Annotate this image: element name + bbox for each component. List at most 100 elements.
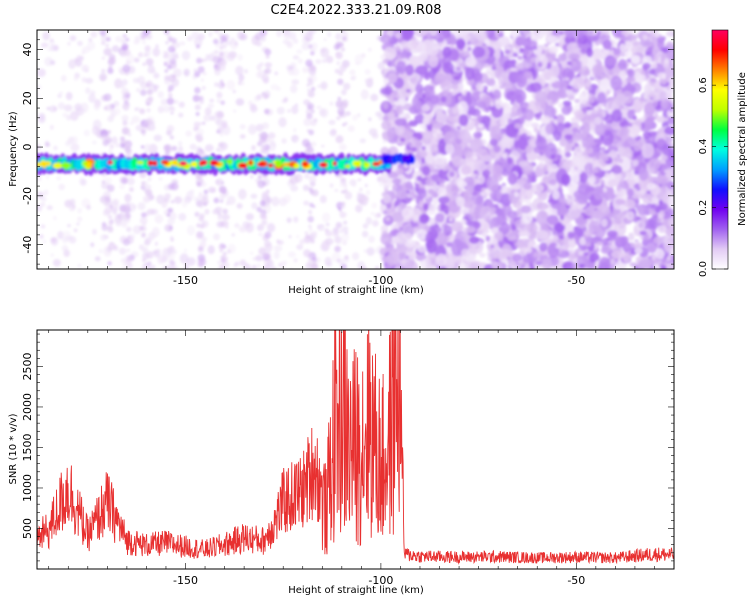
spectrogram-cell bbox=[380, 87, 391, 95]
spectrogram-cell bbox=[531, 183, 544, 193]
spectrogram-cell bbox=[531, 122, 540, 128]
spectrogram-cell bbox=[464, 226, 476, 234]
spectrogram-cell bbox=[495, 217, 501, 225]
spectrogram-cell bbox=[172, 249, 177, 255]
spectrogram-cell bbox=[638, 221, 645, 229]
spectrogram-cell bbox=[148, 265, 153, 269]
spectrogram-cell bbox=[517, 62, 525, 71]
spectrogram-cell bbox=[183, 68, 190, 77]
spectrogram-cell bbox=[86, 161, 92, 168]
spectrogram-cell bbox=[421, 104, 431, 112]
spectrogram-cell bbox=[437, 30, 450, 40]
spectrogram-cell bbox=[306, 88, 311, 92]
colorbar-ticks: 0.00.20.40.6 bbox=[698, 77, 728, 277]
spectrogram-cell bbox=[461, 248, 470, 257]
spectrogram-cell bbox=[489, 190, 503, 202]
spectrogram-cell bbox=[574, 98, 581, 103]
spectrogram-cell bbox=[221, 43, 227, 49]
spectrogram-cell bbox=[126, 102, 131, 107]
colorbar-tick-label: 0.4 bbox=[698, 138, 709, 154]
spectrogram-cell bbox=[328, 119, 336, 125]
spectrogram-cell bbox=[256, 162, 265, 167]
spectrogram-cell bbox=[291, 134, 299, 143]
spectrogram-cell bbox=[626, 30, 636, 34]
spectrogram-cell bbox=[426, 41, 440, 56]
spectrogram-cell bbox=[225, 40, 232, 46]
spectrogram-cell bbox=[657, 72, 666, 79]
spectrogram-cell bbox=[434, 73, 446, 84]
spectrogram-cell bbox=[308, 79, 312, 83]
spectrogram-cell bbox=[543, 30, 553, 37]
spectrogram-cell bbox=[512, 101, 517, 107]
spectrogram-cell bbox=[490, 125, 502, 140]
spectrogram-cell bbox=[380, 233, 393, 246]
spectrogram-cell bbox=[198, 160, 204, 167]
spectrogram-cell bbox=[619, 43, 627, 52]
spectrogram-cell bbox=[343, 220, 348, 225]
spectrogram-cell bbox=[460, 165, 472, 176]
spectrogram-cell bbox=[308, 224, 312, 228]
spectrogram-cell bbox=[307, 215, 315, 223]
spectrogram-cell bbox=[610, 258, 616, 265]
spectrogram-cell bbox=[604, 173, 609, 178]
spectrogram-cell bbox=[93, 102, 100, 111]
spectrogram-cell bbox=[578, 251, 584, 256]
spectrogram-cell bbox=[443, 131, 456, 145]
spectrogram-cell bbox=[523, 70, 533, 79]
spectrogram-cell bbox=[136, 107, 141, 112]
spectrogram-cell bbox=[107, 67, 114, 74]
spectrogram-cell bbox=[49, 38, 54, 42]
spectrogram-cell bbox=[216, 221, 225, 228]
spectrogram-cell bbox=[521, 30, 530, 36]
spectrogram-cell bbox=[147, 177, 152, 182]
spectrogram-cell bbox=[626, 76, 636, 83]
spectrogram-cell bbox=[593, 138, 601, 144]
spectrogram-cell bbox=[114, 78, 123, 89]
spectrogram-cell bbox=[567, 248, 576, 254]
spectrogram-cell bbox=[564, 121, 572, 129]
spectrogram-cell bbox=[519, 47, 524, 54]
spectrogram-cell bbox=[108, 242, 116, 251]
spectrogram-cell bbox=[230, 39, 239, 50]
spectrogram-cell bbox=[251, 202, 258, 210]
spectrogram-cell bbox=[377, 61, 386, 70]
spectrogram-cell bbox=[258, 133, 262, 137]
spectrogram-cell bbox=[458, 114, 469, 127]
spectrogram-cell bbox=[532, 30, 541, 35]
spectrogram-cell bbox=[179, 41, 186, 46]
spectrogram-cell bbox=[340, 47, 346, 52]
spectrogram-cell bbox=[401, 30, 413, 42]
spectrogram-cell bbox=[91, 125, 100, 136]
spectrogram-cell bbox=[401, 207, 414, 219]
spectrogram-cell bbox=[305, 201, 310, 206]
spectrogram-cell bbox=[490, 118, 497, 127]
spectrogram-cell bbox=[618, 59, 627, 70]
spectrogram-cell bbox=[453, 75, 461, 81]
spectrogram-cell bbox=[329, 101, 334, 106]
spectrogram-cell bbox=[165, 53, 172, 60]
spectrogram-cell bbox=[196, 181, 202, 187]
spectrogram-cell bbox=[186, 35, 193, 42]
spectrogram-cell bbox=[366, 247, 375, 256]
spectrogram-cell bbox=[550, 154, 556, 160]
spectrogram-cell bbox=[535, 229, 549, 241]
spectrogram-cell bbox=[101, 56, 106, 60]
spectrogram-cell bbox=[294, 173, 303, 183]
spectrogram-cell bbox=[171, 145, 178, 152]
spectrogram-cell bbox=[651, 195, 658, 204]
spectrogram-cell bbox=[655, 115, 667, 123]
spectrogram-cell bbox=[90, 31, 98, 38]
spectrogram-cell bbox=[456, 38, 466, 50]
spectrogram-cell bbox=[405, 180, 413, 190]
spectrogram-cell bbox=[168, 93, 173, 98]
spectrogram-cell bbox=[261, 122, 269, 130]
spectrogram-cell bbox=[341, 180, 347, 186]
spectrogram-cell bbox=[57, 231, 64, 240]
spectrogram-cell bbox=[283, 97, 289, 103]
spectrogram-cell bbox=[552, 190, 560, 200]
spectrogram-cell bbox=[335, 135, 344, 144]
spectrogram-cell bbox=[650, 62, 658, 69]
spectrogram-cell bbox=[578, 92, 589, 105]
spectrogram-frame bbox=[36, 29, 675, 270]
spectrogram-cell bbox=[417, 187, 427, 199]
